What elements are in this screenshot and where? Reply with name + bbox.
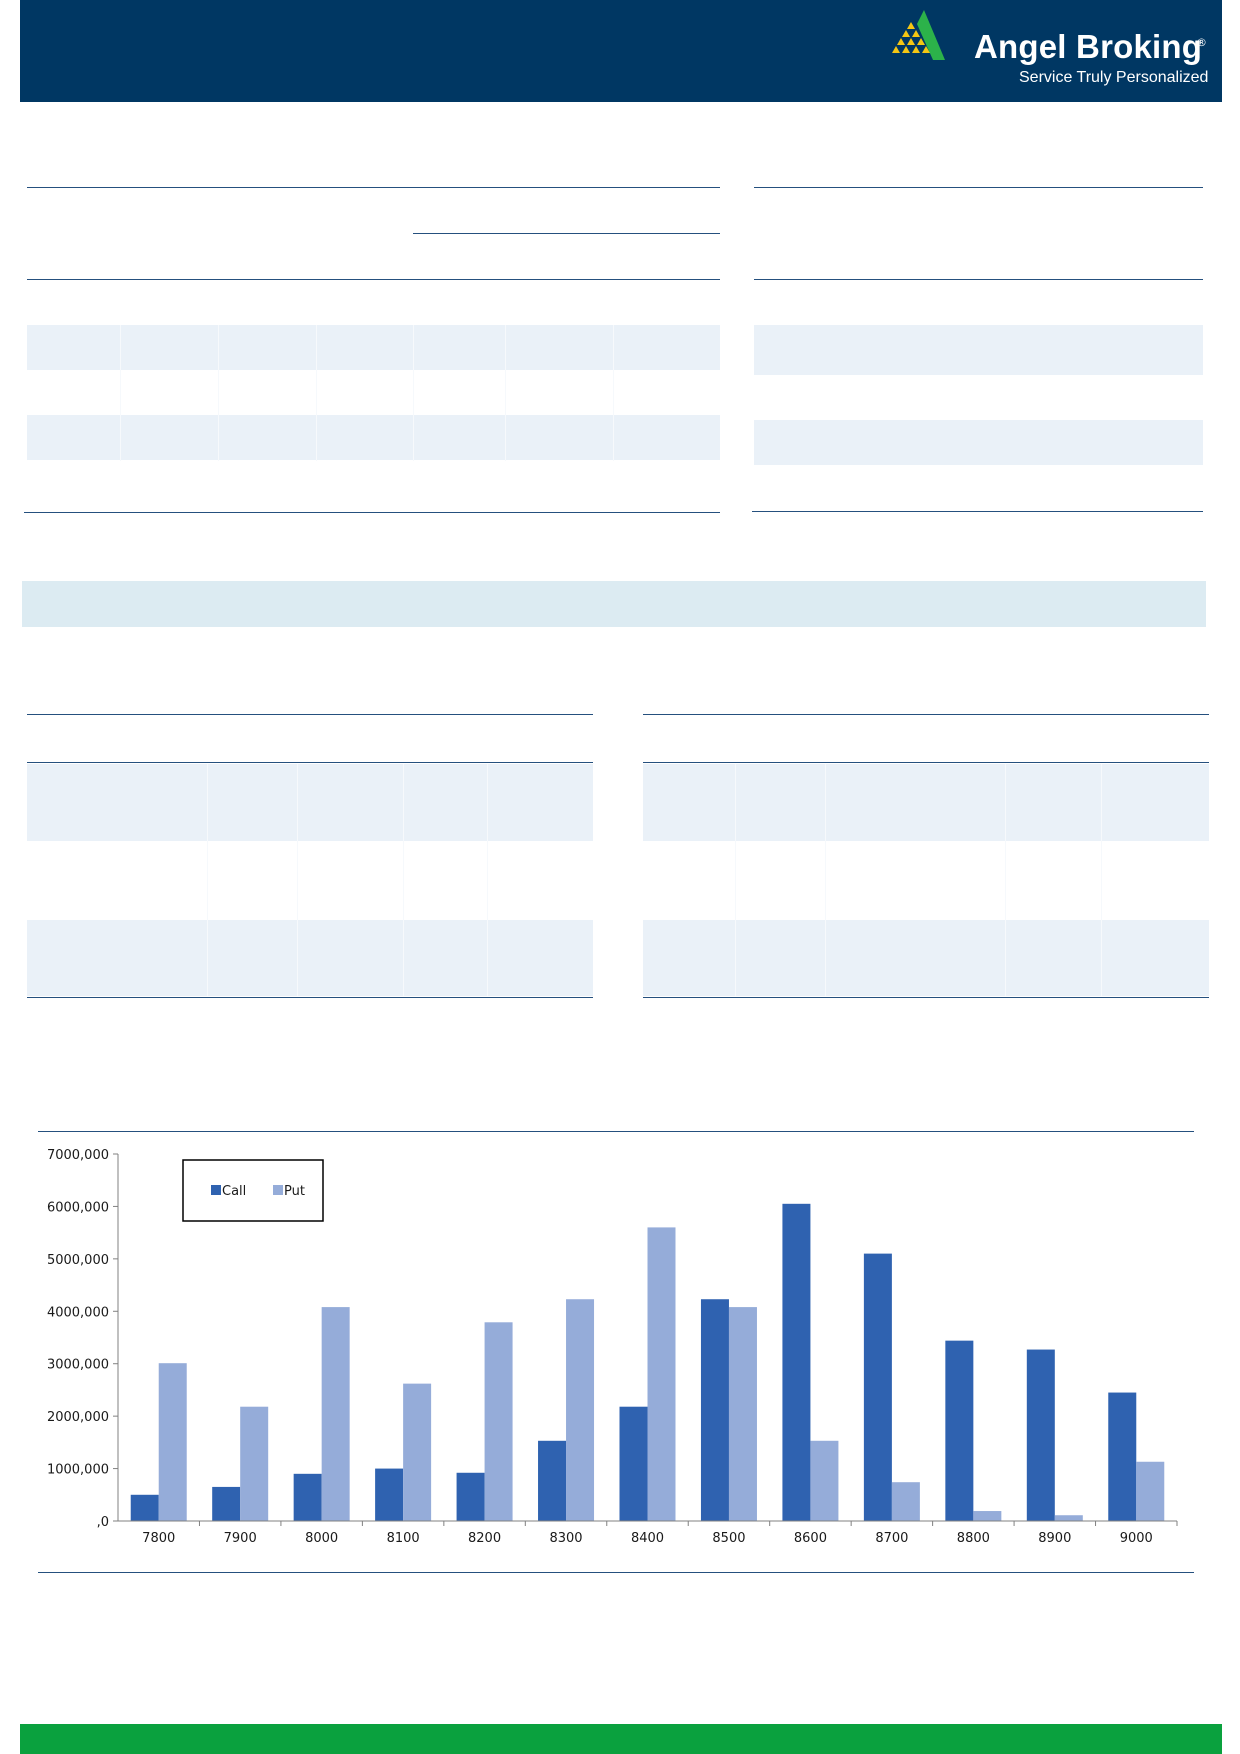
y-tick-label: 1000,000 [47,1463,109,1478]
registered-mark: ® [1196,36,1207,49]
x-tick-label-8900: 8900 [1038,1531,1071,1546]
bar-call-8100 [375,1468,404,1521]
x-tick-label-8100: 8100 [387,1531,420,1546]
x-tick-label-8000: 8000 [305,1531,338,1546]
x-tick-label-8800: 8800 [957,1531,990,1546]
bar-call-9000 [1108,1392,1137,1521]
y-axis-ticks: 7000,000 6000,000 5000,000 4000,000 3000,000… [47,1148,118,1530]
chart-bottom-rule [38,1572,1194,1573]
x-tick-label-8200: 8200 [468,1531,501,1546]
bar-call-8500 [700,1299,729,1521]
chart-bars [130,1203,1165,1521]
bar-put-8300 [566,1299,595,1521]
x-tick-label-8600: 8600 [794,1531,827,1546]
y-tick-label: 5000,000 [47,1253,109,1268]
x-tick-label-9000: 9000 [1120,1531,1153,1546]
y-tick-label: 3000,000 [47,1358,109,1373]
bar-call-7800 [130,1494,159,1521]
bar-put-7900 [240,1406,269,1521]
y-tick-label: 2000,000 [47,1410,109,1425]
bar-put-7800 [158,1363,187,1521]
y-tick-label: 6000,000 [47,1200,109,1215]
legend-label-put: Put [284,1184,305,1199]
legend-label-call: Call [222,1184,246,1199]
bar-call-8200 [456,1472,485,1521]
bar-put-8800 [973,1511,1002,1521]
x-tick-label-7800: 7800 [142,1531,175,1546]
chart-legend: Call Put [182,1159,324,1222]
section-strip [22,581,1206,627]
bar-put-8700 [891,1482,920,1521]
bar-call-8900 [1026,1349,1055,1521]
bar-put-8000 [321,1307,350,1521]
report-footer [20,1724,1222,1754]
x-tick-label-8700: 8700 [875,1531,908,1546]
pyramid-logo-icon [892,10,945,60]
bar-call-8700 [863,1253,892,1521]
bar-put-8400 [647,1227,676,1521]
legend-box [182,1159,324,1222]
report-header: Angel Broking ® Service Truly Personaliz… [20,0,1222,102]
bar-call-7900 [212,1486,241,1521]
y-tick-label: ,0 [97,1515,109,1530]
bar-call-8600 [782,1203,811,1521]
legend-swatch-put [273,1185,283,1195]
brand-name: Angel Broking [974,28,1203,65]
bar-put-8900 [1054,1515,1083,1521]
x-tick-label-8400: 8400 [631,1531,664,1546]
bar-put-8600 [810,1440,839,1521]
x-axis-ticks: 7800 7900 8000 8100 8200 8300 8400 8500 8600 8700… [142,1521,1178,1546]
bar-put-9000 [1136,1461,1165,1521]
brand-tagline: Service Truly Personalized [1019,69,1209,86]
bar-call-8000 [293,1473,322,1521]
legend-swatch-call [211,1185,221,1195]
bar-call-8800 [945,1340,974,1521]
bar-put-8100 [403,1383,432,1521]
bar-put-8200 [484,1322,513,1521]
bar-call-8300 [538,1440,567,1521]
x-tick-label-8300: 8300 [549,1531,582,1546]
bar-call-8400 [619,1406,648,1521]
x-tick-label-8500: 8500 [712,1531,745,1546]
x-tick-label-7900: 7900 [224,1531,257,1546]
chart-top-rule [38,1131,1194,1132]
y-tick-label: 7000,000 [47,1148,109,1163]
bar-put-8500 [728,1307,757,1521]
y-tick-label: 4000,000 [47,1305,109,1320]
